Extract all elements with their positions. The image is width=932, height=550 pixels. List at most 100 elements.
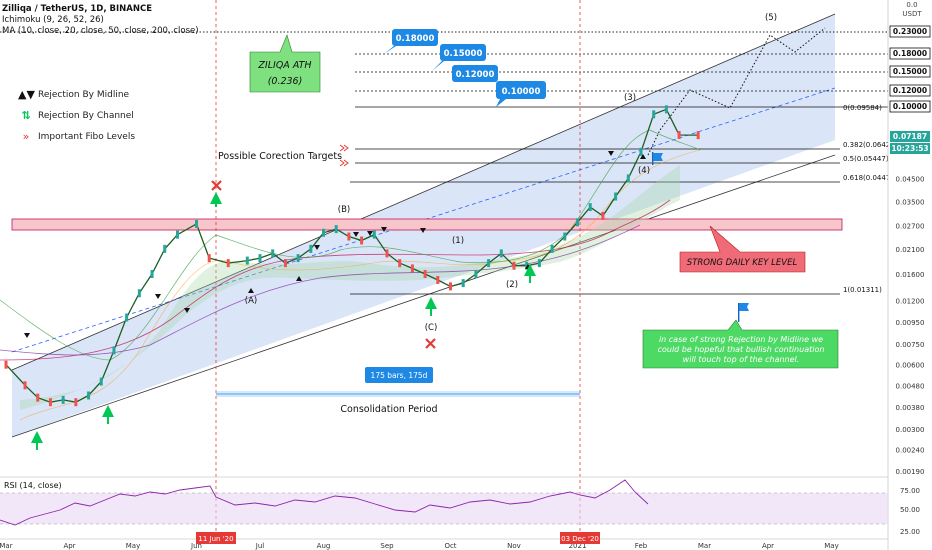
legend-label-fibo: Important Fibo Levels: [38, 131, 136, 142]
candle: [334, 225, 338, 234]
candle: [112, 346, 116, 355]
wave-1: (1): [452, 236, 464, 246]
y-tick-label: 0.00190: [896, 468, 925, 476]
candle: [360, 236, 364, 245]
y-tick-label: 0.03500: [896, 199, 925, 207]
candle: [588, 203, 592, 212]
key-level-label: STRONG DAILY KEY LEVEL: [687, 258, 798, 268]
legend-item-channel: ⇅ Rejection By Channel: [18, 105, 135, 126]
target-0-15: 0.15000: [444, 49, 483, 59]
ma-label: MA (10, close, 20, close, 50, close, 200…: [2, 26, 199, 36]
candle: [258, 254, 262, 263]
ichimoku-label: Ichimoku (9, 26, 52, 26): [2, 15, 104, 25]
candle: [4, 360, 8, 369]
candle: [474, 270, 478, 279]
candle: [271, 249, 275, 258]
wave-c: (C): [425, 323, 438, 333]
x-tick-label: Jun: [190, 542, 202, 550]
x-tick-label: Apr: [63, 542, 75, 550]
candle: [195, 219, 198, 228]
candle: [652, 110, 656, 119]
candle: [436, 275, 440, 284]
rsi-title: RSI (14, close): [4, 481, 62, 490]
candle: [125, 313, 129, 322]
ath-title: ZILIQA ATH: [257, 60, 311, 71]
y-tick-label: 0.04500: [896, 175, 925, 183]
price-box-023: 0.23000: [893, 27, 927, 36]
y-tick-label: 0.00480: [896, 382, 925, 390]
key-level-band: [11, 218, 843, 231]
y-tick-label: 0.01200: [896, 298, 925, 306]
candle: [175, 230, 179, 239]
candle: [576, 218, 579, 227]
y-tick-label: 0.00240: [896, 446, 925, 454]
bars-label: 175 bars, 175d: [371, 371, 428, 380]
wave-4: (4): [638, 166, 650, 176]
x-tick-label: Apr: [762, 542, 774, 550]
candle: [36, 393, 40, 402]
candle: [322, 228, 325, 237]
candle: [639, 147, 643, 156]
price-box-018: 0.18000: [893, 49, 927, 58]
x-axis-ticks: Mar Apr May Jun Jul Aug Sep Oct Nov 2021 Feb Mar Apr…: [0, 542, 839, 550]
wave-2: (2): [506, 280, 518, 290]
wave-b: (B): [338, 205, 350, 215]
note-line-1: in case of strong Rejection by Midline w…: [659, 335, 823, 344]
legend-item-fibo: » Important Fibo Levels: [18, 126, 135, 147]
candle: [296, 254, 300, 263]
rsi-tick-75: 75.00: [900, 487, 920, 495]
candle: [245, 256, 249, 265]
candle: [48, 398, 52, 407]
candle: [309, 244, 313, 253]
fibo-levels-icon: »: [22, 130, 30, 143]
legend: ▲▼ Rejection By Midline ⇅ Rejection By C…: [18, 84, 135, 147]
target-0-10: 0.10000: [502, 87, 541, 97]
y-tick-label: 0.00380: [896, 404, 925, 412]
candle: [423, 270, 427, 279]
price-box-015: 0.15000: [893, 67, 927, 76]
candle: [449, 282, 452, 291]
note-line-2: could be hopeful that bullish continuati…: [658, 345, 825, 354]
candle: [487, 259, 491, 268]
fib-5: 0.5(0.05447): [843, 155, 889, 163]
rejection-channel-icon: ⇅: [21, 109, 31, 122]
y-tick-label: 0.00950: [896, 319, 925, 327]
candle: [23, 381, 27, 390]
candle: [226, 259, 230, 268]
wave-a: (A): [245, 296, 257, 306]
legend-label-midline: Rejection By Midline: [38, 89, 130, 100]
target-0-18: 0.18000: [396, 34, 435, 44]
candle: [163, 244, 167, 253]
candle: [512, 261, 516, 270]
fib-382: 0.382(0.06424): [843, 141, 898, 149]
candle: [499, 249, 503, 258]
consolidation-label: Consolidation Period: [340, 404, 437, 415]
candle: [550, 244, 554, 253]
x-tick-label: Aug: [317, 542, 331, 550]
rejection-midline-icon: ▲▼: [18, 88, 35, 101]
y-tick-label: 0.02100: [896, 246, 925, 254]
y-tick-label: 0.00300: [896, 426, 925, 434]
legend-item-midline: ▲▼ Rejection By Midline: [18, 84, 135, 105]
fib-618: 0.618(0.04471): [843, 174, 898, 182]
target-0-12: 0.12000: [456, 70, 495, 80]
candle: [150, 270, 154, 279]
x-tick-label: Oct: [444, 542, 456, 550]
candle: [283, 259, 287, 268]
candle: [87, 391, 91, 400]
candle: [626, 174, 630, 183]
top-right-unit: USDT: [902, 10, 922, 18]
x-tick-label: Mar: [0, 542, 13, 550]
candle: [461, 279, 465, 288]
x-tick-label: Feb: [635, 542, 648, 550]
correction-label: Possible Corection Targets: [218, 151, 342, 162]
legend-label-channel: Rejection By Channel: [38, 110, 134, 121]
y-tick-label: 0.00750: [896, 341, 925, 349]
x-tick-label: Mar: [698, 542, 711, 550]
candle: [664, 105, 668, 114]
price-series: [4, 105, 700, 407]
rsi-tick-25: 25.00: [900, 528, 920, 536]
candle: [99, 377, 103, 386]
candle: [137, 289, 141, 298]
